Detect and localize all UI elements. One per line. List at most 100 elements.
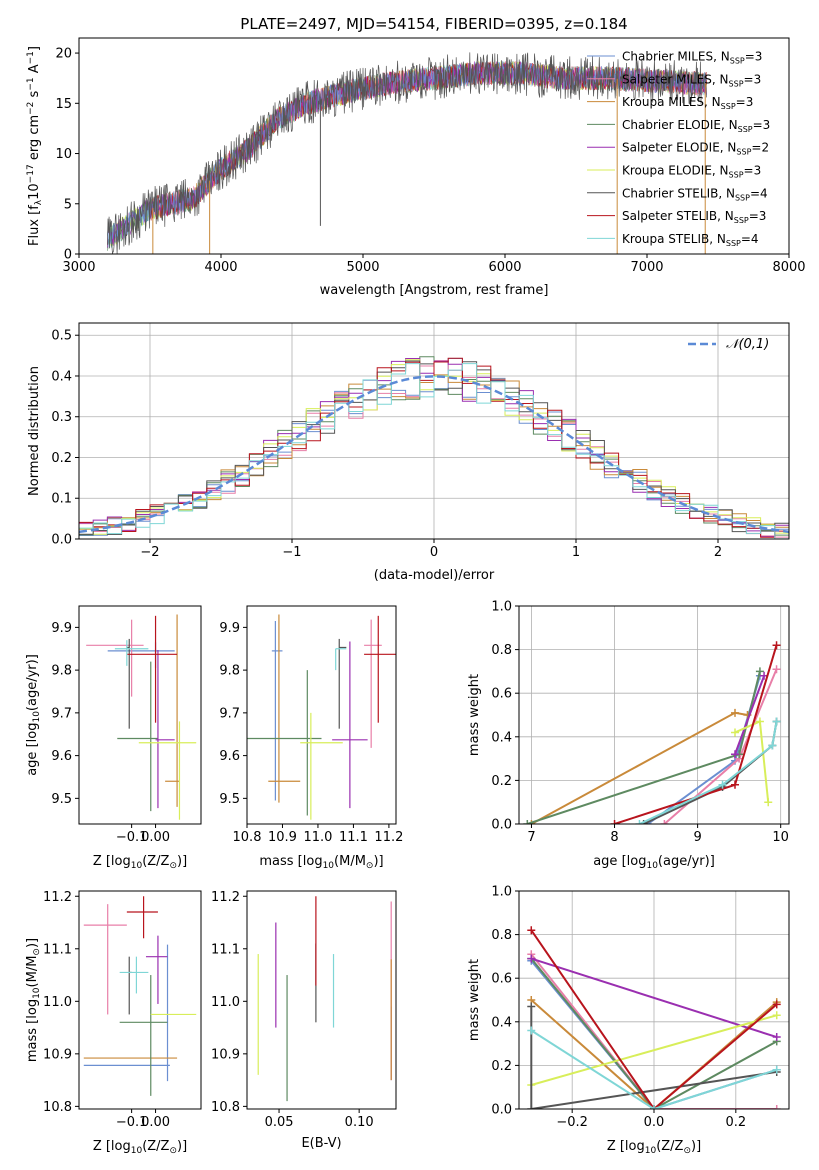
- weight-point-marker: [772, 1000, 781, 1009]
- x-tick-label: 11.0: [303, 830, 332, 845]
- y-tick-label: 0.3: [51, 410, 72, 425]
- x-axis-label: wavelength [Angstrom, rest frame]: [320, 283, 549, 298]
- weight-point-marker: [772, 1033, 781, 1042]
- weight-series: [734, 675, 766, 755]
- y-axis-label: Normed distribution: [27, 366, 42, 496]
- y-tick-label: 9.5: [51, 792, 72, 807]
- y-tick-label: 11.0: [211, 995, 240, 1010]
- y-tick-label: 9.9: [219, 621, 240, 636]
- weight-point-marker: [527, 820, 536, 824]
- y-tick-label: 9.9: [51, 621, 72, 636]
- x-tick-label: −0.1: [116, 1115, 148, 1130]
- legend-label: Chabrier MILES, NSSP=3: [622, 50, 762, 66]
- legend-label: Chabrier STELIB, NSSP=4: [622, 186, 768, 202]
- y-tick-label: 11.0: [43, 995, 72, 1010]
- figure-title: PLATE=2497, MJD=54154, FIBERID=0395, z=0…: [240, 15, 627, 33]
- weight-point-marker: [772, 1105, 781, 1109]
- plot-layer: 3000 4000 5000 6000 7000 800005101520waveleng…: [25, 37, 806, 1156]
- legend-label: Kroupa MILES, NSSP=3: [622, 95, 753, 111]
- y-tick-label: 11.2: [211, 890, 240, 905]
- y-tick-label: 0.4: [491, 730, 512, 745]
- weight-point-marker: [772, 717, 781, 726]
- x-tick-label: 10: [772, 830, 789, 845]
- x-axis-label: Z [log10(Z/Z⊙)]: [607, 1139, 701, 1156]
- y-tick-label: 1.0: [491, 600, 512, 615]
- weight-series: [531, 1014, 777, 1086]
- panel-age-vs-Z: −0.10.00 9.5 9.6 9.7 9.8 9.9 Z [log10(Z/Z⊙)] ag…: [25, 605, 202, 871]
- x-axis-label: age [log10(age/yr)]: [593, 854, 715, 871]
- y-tick-label: 20: [55, 47, 72, 62]
- y-axis-label: age [log10(age/yr)]: [25, 654, 42, 776]
- y-tick-label: 11.1: [43, 942, 72, 957]
- axes-frame: [78, 890, 202, 1110]
- y-tick-label: 0.2: [51, 451, 72, 466]
- x-tick-label: 3000: [62, 260, 95, 275]
- legend: Chabrier MILES, NSSP=3 Salpeter MILES, NS…: [587, 50, 770, 248]
- panel-age-vs-mass: 10.8 10.9 11.0 11.1 11.2 9.5 9.6 9.7 9.8 9.9 mass …: [219, 605, 403, 871]
- weight-series: [530, 957, 778, 1039]
- weight-point-marker: [772, 1065, 781, 1074]
- weight-point-marker: [527, 1002, 536, 1011]
- histogram-series: [79, 357, 789, 538]
- x-tick-label: 7: [527, 830, 535, 845]
- y-tick-label: 1.0: [491, 885, 512, 900]
- y-tick-label: 0.8: [491, 928, 512, 943]
- legend-label: Kroupa ELODIE, NSSP=3: [622, 164, 761, 180]
- y-tick-label: 10.8: [43, 1100, 72, 1115]
- legend-label: 𝒩(0,1): [726, 337, 769, 352]
- y-tick-label: 10.8: [211, 1100, 240, 1115]
- x-axis-label: E(B-V): [301, 1136, 341, 1151]
- y-tick-label: 9.7: [219, 706, 240, 721]
- weight-point-marker: [527, 926, 536, 935]
- y-tick-label: 10: [55, 147, 72, 162]
- x-tick-label: 8: [610, 830, 618, 845]
- axes-frame: [518, 605, 790, 825]
- weight-point-marker: [772, 1011, 781, 1020]
- x-tick-label: 11.1: [339, 830, 368, 845]
- x-tick-label: 4000: [204, 260, 237, 275]
- y-tick-label: 11.2: [43, 890, 72, 905]
- legend-label: Salpeter STELIB, NSSP=3: [622, 209, 766, 225]
- weight-point-marker: [731, 728, 739, 737]
- plot-area-weight-vs-age: [523, 641, 781, 824]
- x-tick-label: −1: [282, 545, 301, 560]
- plot-area-mass-vs-EBV: [257, 896, 392, 1102]
- panel-weight-vs-Z: −0.2 0.0 0.2 0.0 0.2 0.4 0.6 0.8 1.0 Z [log10(Z/Z…: [467, 885, 790, 1156]
- y-tick-label: 0.5: [51, 329, 72, 344]
- x-tick-label: −0.2: [556, 1115, 588, 1130]
- axes-frame: [78, 37, 790, 255]
- x-tick-label: 0.00: [141, 830, 170, 845]
- y-tick-label: 0.1: [51, 492, 72, 507]
- weight-point-marker: [731, 780, 739, 789]
- plot-area-age-vs-mass: [247, 614, 396, 820]
- x-tick-label: 0.00: [141, 1115, 170, 1130]
- y-tick-label: 0.0: [491, 818, 512, 833]
- x-tick-label: 0: [430, 545, 438, 560]
- y-tick-label: 10.9: [43, 1047, 72, 1062]
- y-tick-label: 10.9: [211, 1047, 240, 1062]
- y-tick-label: 11.1: [211, 942, 240, 957]
- weight-point-marker: [755, 717, 764, 726]
- y-tick-label: 15: [55, 97, 72, 112]
- spectrum-series: [107, 52, 707, 254]
- x-tick-label: 11.2: [374, 830, 403, 845]
- x-axis-label: (data-model)/error: [374, 568, 495, 583]
- legend-label: Chabrier ELODIE, NSSP=3: [622, 118, 770, 134]
- x-tick-label: 8000: [772, 260, 805, 275]
- weight-point-marker: [731, 750, 739, 759]
- y-tick-label: 9.5: [219, 792, 240, 807]
- x-tick-label: 0.05: [265, 1115, 294, 1130]
- spectrum-series: [107, 61, 707, 248]
- weight-point-marker: [527, 1105, 536, 1109]
- x-tick-label: −0.1: [116, 830, 148, 845]
- weight-series: [530, 957, 778, 1109]
- axes-frame: [246, 890, 397, 1110]
- panel-mass-vs-EBV: 0.05 0.10 10.8 10.9 11.0 11.1 11.2 E(B-V): [211, 890, 397, 1151]
- panel-mass-vs-Z: −0.10.00 10.8 10.9 11.0 11.1 11.2 Z [log10(Z/Z…: [25, 890, 202, 1156]
- weight-series: [530, 953, 777, 1109]
- x-tick-label: 10.8: [233, 830, 262, 845]
- panel-weight-vs-age: 7 8 9 10 0.0 0.2 0.4 0.6 0.8 1.0 age [log10(age/yr…: [467, 600, 790, 871]
- y-tick-label: 0.2: [491, 1059, 512, 1074]
- y-tick-label: 9.8: [219, 664, 240, 679]
- legend-label: Salpeter MILES, NSSP=3: [622, 72, 761, 88]
